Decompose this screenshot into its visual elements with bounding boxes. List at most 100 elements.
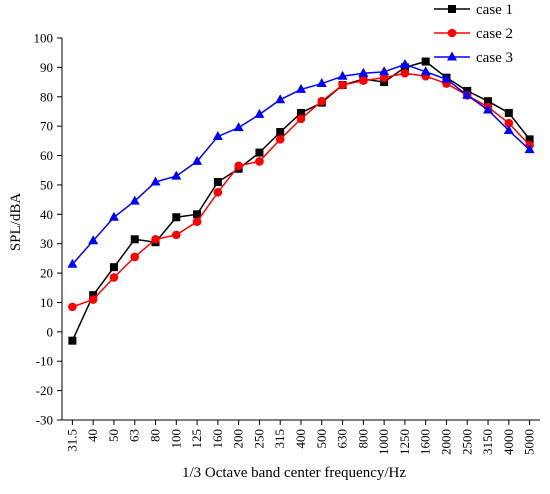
data-point-triangle xyxy=(254,108,265,118)
x-tick-label: 80 xyxy=(148,429,163,442)
data-point-circle xyxy=(296,114,306,124)
x-tick-label: 1600 xyxy=(418,429,433,455)
data-point-triangle xyxy=(296,83,306,93)
series-layer xyxy=(67,57,535,345)
data-point-circle xyxy=(109,273,119,282)
data-point-square xyxy=(193,210,202,219)
series-line xyxy=(71,60,531,341)
data-point-circle xyxy=(338,80,347,90)
legend-label: case 1 xyxy=(476,2,513,18)
data-point-circle xyxy=(447,28,457,38)
series-case-3 xyxy=(67,58,535,268)
y-tick-label: 90 xyxy=(40,60,53,75)
data-point-circle xyxy=(130,252,140,262)
y-tick-label: 40 xyxy=(40,207,53,222)
data-point-circle xyxy=(234,161,243,171)
data-point-triangle xyxy=(212,130,223,140)
y-tick-label: 60 xyxy=(40,148,53,163)
data-point-triangle xyxy=(441,73,452,83)
data-point-triangle xyxy=(129,195,140,205)
legend-item: case 2 xyxy=(434,26,513,42)
x-tick-label: 63 xyxy=(127,429,142,442)
x-tick-label: 200 xyxy=(231,429,246,449)
data-point-circle xyxy=(172,230,181,240)
data-point-circle xyxy=(317,96,327,106)
data-point-circle xyxy=(88,295,98,304)
data-point-square xyxy=(504,108,513,117)
data-point-square xyxy=(68,336,77,345)
data-point-circle xyxy=(192,217,202,226)
data-point-circle xyxy=(68,302,77,312)
x-tick-label: 315 xyxy=(272,429,287,449)
x-tick-label: 2000 xyxy=(438,429,453,455)
data-point-circle xyxy=(379,73,389,82)
legend: case 1 case 2 case 3 xyxy=(434,2,513,66)
x-tick-label: 100 xyxy=(168,429,183,449)
data-point-square xyxy=(255,148,264,157)
data-point-square xyxy=(130,235,139,244)
data-point-triangle xyxy=(358,67,369,77)
y-tick-label: 0 xyxy=(47,324,54,339)
legend-label: case 2 xyxy=(476,26,513,42)
data-point-square xyxy=(297,108,305,117)
legend-item: case 1 xyxy=(434,2,513,18)
data-point-square xyxy=(172,213,181,222)
y-tick-label: 100 xyxy=(34,31,54,46)
x-tick-label: 1250 xyxy=(397,429,412,455)
data-point-circle xyxy=(275,135,285,144)
x-tick-label: 500 xyxy=(314,429,329,449)
legend-item: case 3 xyxy=(434,50,513,66)
data-point-square xyxy=(484,97,493,106)
data-point-triangle xyxy=(379,66,390,76)
data-point-square xyxy=(276,128,285,137)
y-axis-title: SPL/dBA xyxy=(8,193,24,252)
x-tick-label: 125 xyxy=(189,429,204,449)
data-point-square xyxy=(448,5,456,13)
axes: -30 -20 -10 0 10 20 30 40 50 60 70 80 90 100 31.5 40 50 6… xyxy=(34,31,540,455)
series-case-1 xyxy=(68,57,534,345)
data-point-square xyxy=(525,135,534,144)
x-tick-label: 400 xyxy=(293,429,308,449)
y-tick-label: -20 xyxy=(36,383,53,398)
data-point-square xyxy=(380,78,389,87)
data-point-square xyxy=(421,57,430,66)
x-tick-label: 4000 xyxy=(501,429,516,455)
y-tick-label: 30 xyxy=(40,236,53,251)
data-point-circle xyxy=(504,118,514,128)
y-tick-label: -10 xyxy=(36,354,53,369)
x-tick-label: 250 xyxy=(251,429,266,449)
data-point-triangle xyxy=(337,70,348,80)
data-point-circle xyxy=(255,157,264,166)
data-point-triangle xyxy=(233,122,244,132)
data-point-circle xyxy=(359,76,368,85)
data-point-triangle xyxy=(483,104,494,114)
series-line xyxy=(71,63,531,265)
legend-label: case 3 xyxy=(476,50,513,66)
data-point-triangle xyxy=(275,94,286,104)
x-tick-label: 160 xyxy=(210,429,225,449)
x-axis-title: 1/3 Octave band center frequency/Hz xyxy=(182,465,406,481)
x-tick-label: 40 xyxy=(85,429,100,442)
series-case-2 xyxy=(68,68,534,312)
x-tick-label: 3150 xyxy=(480,429,495,455)
y-tick-label: 20 xyxy=(40,266,53,281)
series-line xyxy=(72,72,531,308)
data-point-triangle xyxy=(462,89,473,99)
data-point-triangle xyxy=(67,258,78,268)
data-point-square xyxy=(213,177,222,186)
y-tick-label: 80 xyxy=(40,89,53,104)
data-point-triangle xyxy=(503,125,514,135)
x-tick-label: 50 xyxy=(106,429,121,442)
y-tick-label: -30 xyxy=(36,413,53,428)
x-tick-label: 5000 xyxy=(522,429,537,455)
y-tick-label: 50 xyxy=(40,177,53,192)
x-tick-label: 2500 xyxy=(459,429,474,455)
data-point-triangle xyxy=(524,144,535,154)
data-point-triangle xyxy=(108,211,119,221)
data-point-circle xyxy=(213,187,223,197)
data-point-triangle xyxy=(150,176,161,186)
data-point-triangle xyxy=(399,58,410,68)
x-tick-label: 630 xyxy=(335,429,350,449)
